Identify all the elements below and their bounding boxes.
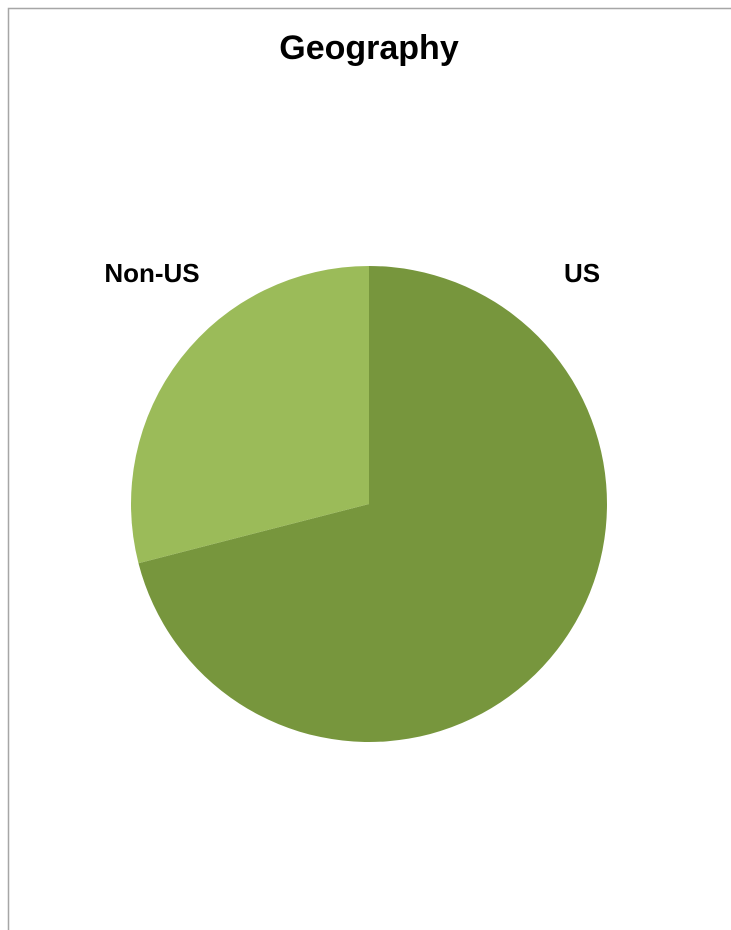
slice-label: Non-US (104, 258, 199, 288)
pie-slice (130, 266, 369, 564)
slice-label: US (564, 258, 600, 288)
chart-title: Geography (279, 29, 459, 67)
pie-slice (138, 266, 607, 742)
